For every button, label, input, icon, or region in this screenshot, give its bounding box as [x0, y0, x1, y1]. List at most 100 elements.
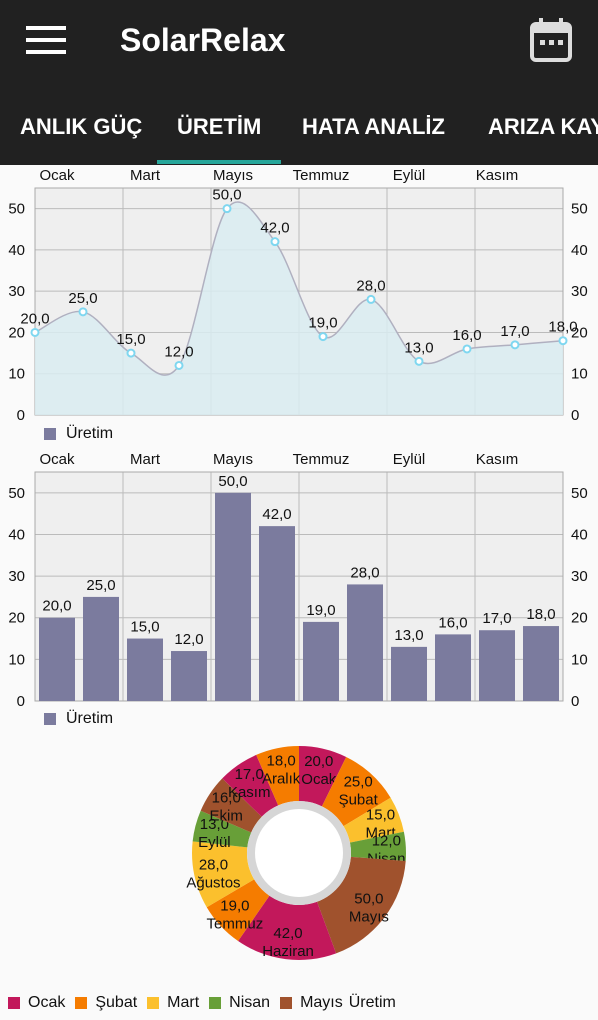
- tab-bar: ANLIK GÜÇ ÜRETİM HATA ANALİZ ARIZA KAY: [0, 100, 598, 165]
- slice-category-label: Mayıs: [349, 909, 389, 926]
- y-tick-label-right: 30: [571, 283, 588, 300]
- donut-slice: [256, 746, 299, 806]
- y-tick-label: 10: [8, 651, 25, 668]
- y-tick-label-right: 20: [571, 610, 588, 627]
- data-label: 13,0: [394, 627, 423, 644]
- y-tick-label-right: 40: [571, 242, 588, 259]
- slice-value-label: 12,0: [372, 833, 401, 850]
- data-point: [270, 237, 280, 247]
- y-tick-label-right: 20: [571, 324, 588, 341]
- slice-category-label: Ocak: [301, 771, 337, 788]
- y-tick-label: 20: [8, 324, 25, 341]
- data-label: 15,0: [116, 331, 145, 348]
- donut-slice: [206, 879, 270, 941]
- data-label: 12,0: [174, 631, 203, 648]
- calendar-icon[interactable]: [530, 18, 572, 62]
- bar: [347, 584, 383, 701]
- legend-item: Mayıs: [280, 994, 343, 1012]
- donut-slice: [238, 895, 337, 960]
- bar: [479, 630, 515, 701]
- slice-category-label: Ağustos: [186, 874, 240, 891]
- data-label: 20,0: [20, 310, 49, 327]
- bar: [171, 651, 207, 701]
- donut-chart-legend: Ocak Şubat Mart Nisan Mayıs Üretim: [8, 994, 396, 1012]
- bar: [303, 621, 339, 701]
- data-point: [366, 294, 376, 304]
- data-point: [414, 356, 424, 366]
- donut-slice: [317, 856, 406, 954]
- legend-item: Şubat: [75, 994, 137, 1012]
- data-label: 19,0: [308, 315, 337, 332]
- data-label: 50,0: [218, 473, 247, 490]
- y-tick-label-right: 30: [571, 568, 588, 585]
- legend-item: Mart: [147, 994, 199, 1012]
- app-title: SolarRelax: [120, 22, 286, 58]
- bar: [39, 617, 75, 701]
- bar-chart: 0 0 10 10 20 20 30 30 40 40 50 50 Ocak Mart Mayıs Temmu…: [8, 451, 588, 710]
- tab-uretim[interactable]: ÜRETİM: [177, 114, 262, 139]
- tab-ariza-kayit[interactable]: ARIZA KAY: [488, 114, 598, 139]
- slice-value-label: 28,0: [199, 856, 228, 873]
- data-point: [558, 336, 568, 346]
- bar: [391, 646, 427, 701]
- y-tick-label: 0: [17, 693, 25, 710]
- tab-anlik-guc[interactable]: ANLIK GÜÇ: [20, 114, 143, 139]
- y-tick-label: 50: [8, 201, 25, 218]
- data-label: 15,0: [130, 619, 159, 636]
- data-label: 17,0: [482, 610, 511, 627]
- plot-border: [34, 471, 564, 702]
- y-tick-label-right: 10: [571, 651, 588, 668]
- y-tick-label-right: 0: [571, 407, 579, 424]
- bar: [435, 634, 471, 701]
- donut-slice: [299, 746, 347, 807]
- legend-item: Nisan: [209, 994, 270, 1012]
- top-axis-label: Temmuz: [293, 451, 350, 468]
- bar: [127, 638, 163, 701]
- bar: [83, 596, 119, 701]
- legend-title: Üretim: [348, 994, 396, 1011]
- data-point: [318, 332, 328, 342]
- slice-category-label: Temmuz: [207, 916, 264, 933]
- slice-value-label: 16,0: [212, 789, 241, 806]
- data-label: 25,0: [86, 577, 115, 594]
- data-point: [510, 340, 520, 350]
- data-label: 18,0: [526, 606, 555, 623]
- data-label: 42,0: [260, 220, 289, 237]
- data-point: [222, 204, 232, 214]
- tab-hata-analiz[interactable]: HATA ANALİZ: [302, 114, 445, 139]
- top-axis-label: Mayıs: [213, 167, 253, 184]
- y-tick-label: 20: [8, 610, 25, 627]
- slice-category-label: Kasım: [228, 784, 271, 801]
- legend-item: Ocak: [8, 994, 65, 1012]
- top-axis-label: Mayıs: [213, 451, 253, 468]
- y-tick-label-right: 40: [571, 526, 588, 543]
- slice-value-label: 25,0: [344, 774, 373, 791]
- slice-value-label: 18,0: [267, 752, 296, 769]
- donut-slice: [349, 831, 406, 861]
- tab-indicator: [157, 160, 281, 164]
- bar: [215, 492, 251, 701]
- data-point: [174, 360, 184, 370]
- y-tick-label: 30: [8, 283, 25, 300]
- slice-value-label: 13,0: [200, 816, 229, 833]
- slice-category-label: Ekim: [210, 807, 243, 824]
- y-tick-label: 50: [8, 485, 25, 502]
- data-point: [462, 344, 472, 354]
- top-axis-label: Ocak: [39, 167, 75, 184]
- y-tick-label: 40: [8, 242, 25, 259]
- top-axis-label: Ocak: [39, 451, 75, 468]
- data-label: 50,0: [212, 187, 241, 204]
- legend-label: Üretim: [66, 425, 114, 442]
- donut-slice: [192, 810, 252, 848]
- data-point: [30, 327, 40, 337]
- data-label: 19,0: [306, 602, 335, 619]
- data-label: 25,0: [68, 290, 97, 307]
- slice-category-label: Eylül: [198, 834, 231, 851]
- donut-slice: [321, 756, 391, 827]
- menu-icon[interactable]: [26, 26, 66, 54]
- slice-value-label: 15,0: [366, 806, 395, 823]
- top-axis-label: Kasım: [476, 451, 519, 468]
- area-fill: [35, 202, 563, 415]
- top-axis-label: Mart: [130, 451, 161, 468]
